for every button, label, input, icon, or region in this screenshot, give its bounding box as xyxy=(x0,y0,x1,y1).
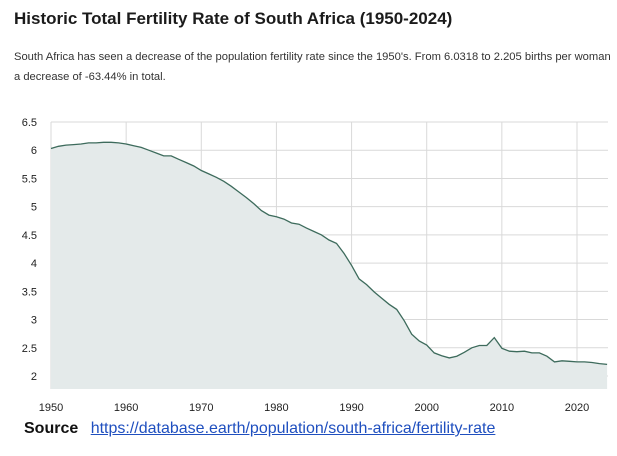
source-label: Source xyxy=(24,420,79,437)
series-area-fill xyxy=(51,142,608,389)
x-tick-label: 2020 xyxy=(565,402,589,414)
y-tick-label: 5.5 xyxy=(22,173,37,185)
x-tick-label: 1990 xyxy=(339,402,363,414)
x-tick-label: 1970 xyxy=(189,402,213,414)
y-tick-label: 2.5 xyxy=(22,343,37,355)
y-tick-label: 3.5 xyxy=(22,286,37,298)
chart-description: South Africa has seen a decrease of the … xyxy=(14,51,611,83)
y-tick-label: 6 xyxy=(31,145,37,157)
chart-title: Historic Total Fertility Rate of South A… xyxy=(14,9,453,28)
y-tick-label: 4.5 xyxy=(22,230,37,242)
series-line xyxy=(50,141,608,366)
y-tick-label: 2 xyxy=(31,371,37,383)
y-axis-labels: 2 2.5 3 3.5 4 4.5 5 5.5 6 6.5 xyxy=(22,117,37,383)
y-tick-label: 5 xyxy=(31,202,37,214)
x-tick-label: 1980 xyxy=(264,402,288,414)
source-line: Source https://database.earth/population… xyxy=(24,420,495,438)
y-tick-label: 6.5 xyxy=(22,117,37,129)
x-tick-label: 2010 xyxy=(490,402,514,414)
x-tick-label: 1960 xyxy=(114,402,138,414)
y-tick-label: 3 xyxy=(31,315,37,327)
y-tick-label: 4 xyxy=(31,258,37,270)
x-tick-label: 1950 xyxy=(39,402,63,414)
x-axis-labels: 1950 1960 1970 1980 1990 2000 2010 2020 xyxy=(39,402,589,414)
x-tick-label: 2000 xyxy=(414,402,438,414)
source-link[interactable]: https://database.earth/population/south-… xyxy=(90,420,496,437)
